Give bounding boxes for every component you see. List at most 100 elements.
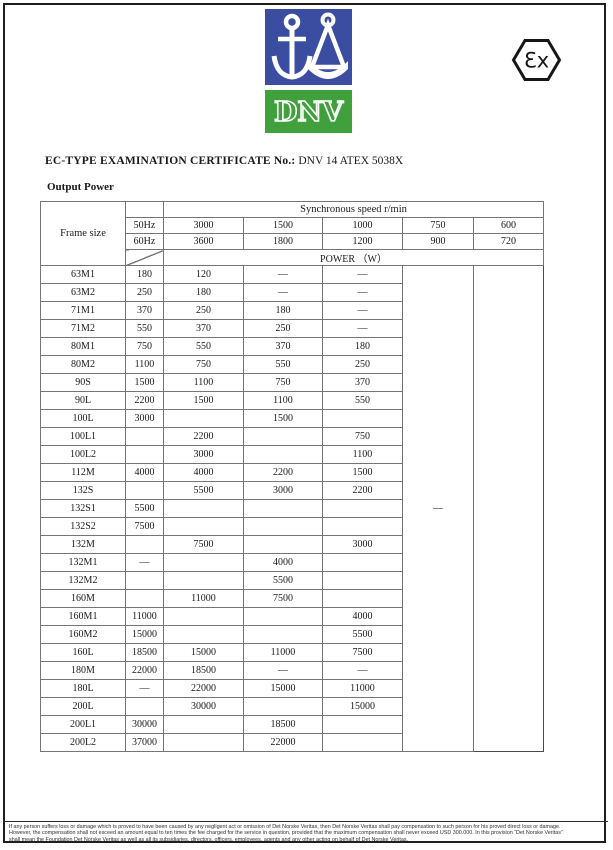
power-value-cell: 250 — [163, 301, 244, 320]
power-value-cell: 7500 — [322, 643, 403, 662]
dnv-logo-emblem — [265, 9, 352, 85]
power-value-cell: — — [322, 661, 403, 680]
power-value-cell: 550 — [125, 319, 164, 338]
power-value-cell: 550 — [163, 337, 244, 356]
power-value-cell — [322, 553, 403, 572]
power-value-cell: 750 — [243, 373, 323, 392]
power-value-cell — [243, 625, 323, 644]
power-value-cell: 550 — [243, 355, 323, 374]
power-value-cell: 1100 — [125, 355, 164, 374]
anchor-and-scales-icon — [271, 12, 348, 80]
frame-size-cell: 180L — [40, 679, 126, 698]
header-row-power-unit: POWER （W） — [41, 249, 545, 266]
certificate-title: EC-TYPE EXAMINATION CERTIFICATE No.: DNV… — [45, 155, 403, 167]
power-value-cell: 15000 — [163, 643, 244, 662]
power-value-cell: 550 — [322, 391, 403, 410]
certificate-number: DNV 14 ATEX 5038X — [298, 155, 404, 167]
power-value-cell — [243, 517, 323, 536]
header-row-60hz: 60Hz 3600 1800 1200 900 720 — [41, 233, 545, 250]
power-value-cell: — — [322, 301, 403, 320]
footer-line: shall mean the Foundation Det Norske Ver… — [9, 837, 409, 843]
diagonal-cell — [125, 249, 164, 266]
power-value-cell: 4000 — [322, 607, 403, 626]
power-value-cell — [125, 571, 164, 590]
frame-size-cell: 180M — [40, 661, 126, 680]
frame-size-cell: 80M2 — [40, 355, 126, 374]
dnv-text: DNV — [274, 97, 344, 128]
frame-size-cell: 200L1 — [40, 715, 126, 734]
power-value-cell: 4000 — [125, 463, 164, 482]
frame-size-cell: 160L — [40, 643, 126, 662]
power-value-cell: 7500 — [163, 535, 244, 554]
power-value-cell: 250 — [125, 283, 164, 302]
table-row: 180M 22000 18500— — — [40, 661, 544, 680]
certificate-title-label: EC-TYPE EXAMINATION CERTIFICATE No.: — [45, 155, 296, 167]
liability-footer: If any person suffers loss or damage whi… — [5, 821, 608, 845]
frame-size-cell: 160M2 — [40, 625, 126, 644]
power-value-cell: 22000 — [125, 661, 164, 680]
power-value-cell: 7500 — [125, 517, 164, 536]
power-value-cell: 3000 — [163, 445, 244, 464]
power-value-cell — [163, 571, 244, 590]
frame-size-cell: 132S — [40, 481, 126, 500]
power-value-cell: 370 — [243, 337, 323, 356]
power-value-cell: 5500 — [163, 481, 244, 500]
power-value-cell: 750 — [322, 427, 403, 446]
power-value-cell — [243, 535, 323, 554]
table-row: 160L 18500 15000 11000 7500 — [40, 643, 544, 662]
power-value-cell — [163, 517, 244, 536]
frame-size-cell: 200L2 — [40, 733, 126, 752]
power-value-cell — [243, 607, 323, 626]
power-value-cell: 750 — [163, 355, 244, 374]
frame-size-cell: 132M2 — [40, 571, 126, 590]
empty-header-cell — [125, 201, 164, 218]
power-value-cell — [243, 499, 323, 518]
frame-size-cell: 90S — [40, 373, 126, 392]
power-value-cell: 5500 — [243, 571, 323, 590]
ex-hexagon-icon: Ɛx — [511, 39, 562, 81]
power-value-cell — [163, 553, 244, 572]
table-row: 132M2 5500 — [40, 571, 544, 590]
power-value-cell — [322, 715, 403, 734]
power-value-cell: — — [322, 265, 403, 284]
power-value-cell: 3000 — [125, 409, 164, 428]
frame-size-cell: 71M1 — [40, 301, 126, 320]
power-value-cell: — — [125, 679, 164, 698]
power-value-cell: 5500 — [322, 625, 403, 644]
power-value-cell — [322, 589, 403, 608]
power-value-cell — [125, 427, 164, 446]
power-value-cell — [163, 499, 244, 518]
power-value-cell: 120 — [163, 265, 244, 284]
power-value-cell: 18500 — [243, 715, 323, 734]
frame-size-cell: 63M2 — [40, 283, 126, 302]
power-value-cell — [163, 733, 244, 752]
table-row: 100L2 3000 1100 — [40, 445, 544, 464]
speed-cell: 720 — [472, 233, 545, 250]
power-value-cell: 11000 — [322, 679, 403, 698]
table-row: 132M1— 4000 — [40, 553, 544, 572]
power-value-cell: 750 — [125, 337, 164, 356]
power-value-cell: 18500 — [163, 661, 244, 680]
table-row: 63M2 250 180— — — [40, 283, 544, 302]
speed-cell: 1200 — [322, 233, 403, 250]
frame-size-cell: 132S2 — [40, 517, 126, 536]
power-value-cell — [322, 733, 403, 752]
power-value-cell — [243, 427, 323, 446]
table-row: 63M1 180 120— — — — [40, 265, 544, 752]
table-row: 132S2 7500 — [40, 517, 544, 536]
table-row: 100L1 2200 750 — [40, 427, 544, 446]
power-value-cell: 1500 — [243, 409, 323, 428]
power-value-cell: 15000 — [125, 625, 164, 644]
power-value-cell: 250 — [243, 319, 323, 338]
power-value-cell: 370 — [163, 319, 244, 338]
power-value-cell: — — [125, 553, 164, 572]
power-value-cell: 1100 — [243, 391, 323, 410]
header-row-50hz: 50Hz 3000 1500 1000 750 600 — [41, 217, 545, 234]
power-value-cell: 3000 — [243, 481, 323, 500]
table-row: 160M1 11000 4000 — [40, 607, 544, 626]
power-value-cell — [322, 571, 403, 590]
power-value-cell: 180 — [322, 337, 403, 356]
power-value-cell: 22000 — [243, 733, 323, 752]
frame-size-cell: 112M — [40, 463, 126, 482]
frame-size-cell: 132S1 — [40, 499, 126, 518]
